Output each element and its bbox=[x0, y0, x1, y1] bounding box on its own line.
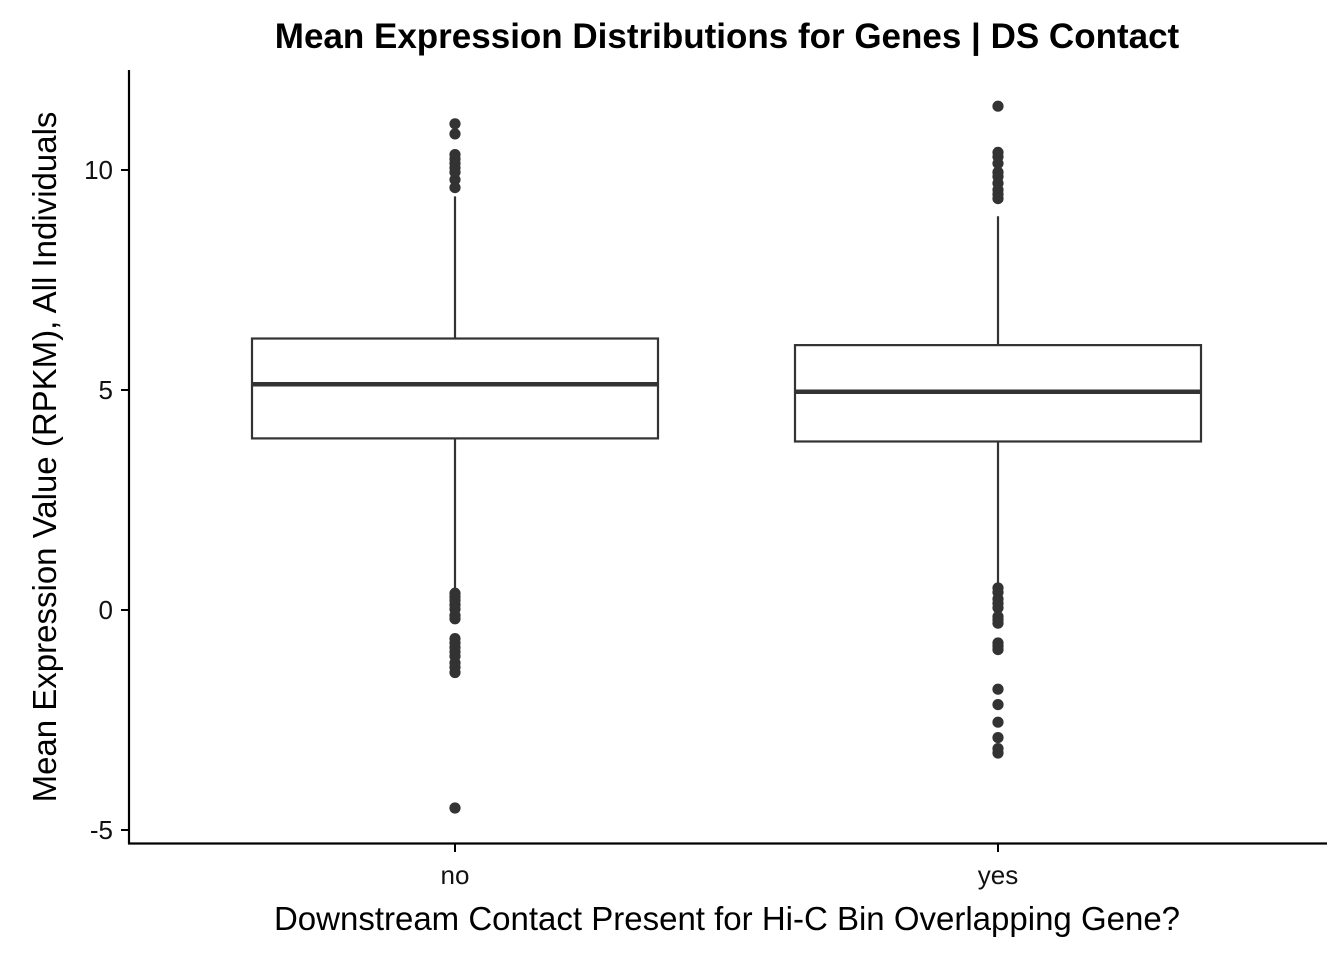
outlier-point bbox=[992, 617, 1004, 629]
box-group-no bbox=[250, 118, 660, 814]
outlier-point bbox=[992, 716, 1004, 728]
outlier-point bbox=[449, 182, 461, 194]
outlier-point bbox=[992, 747, 1004, 759]
chart-title: Mean Expression Distributions for Genes … bbox=[275, 17, 1180, 56]
outlier-point bbox=[992, 683, 1004, 695]
outlier-point bbox=[992, 732, 1004, 744]
outlier-point bbox=[449, 666, 461, 679]
y-axis-title: Mean Expression Value (RPKM), All Indivi… bbox=[26, 112, 63, 803]
outlier-point bbox=[992, 602, 1004, 614]
outlier-point bbox=[992, 100, 1004, 112]
box-iqr bbox=[250, 337, 660, 440]
y-axis-ticks: -5 0 5 10 bbox=[84, 155, 129, 845]
x-axis-title: Downstream Contact Present for Hi-C Bin … bbox=[274, 900, 1180, 937]
x-tick-label: no bbox=[441, 860, 470, 890]
y-tick-label: 0 bbox=[99, 595, 113, 625]
y-tick-label: 5 bbox=[99, 375, 113, 405]
outlier-point bbox=[449, 802, 461, 814]
plot-area bbox=[250, 100, 1203, 814]
outlier-point bbox=[992, 699, 1004, 711]
outlier-point bbox=[449, 118, 461, 130]
outlier-point bbox=[992, 193, 1004, 205]
x-tick-label: yes bbox=[978, 860, 1018, 890]
outlier-point bbox=[992, 157, 1004, 169]
box-group-yes bbox=[793, 100, 1203, 759]
x-axis-ticks: no yes bbox=[441, 844, 1018, 890]
outlier-point bbox=[449, 613, 461, 625]
y-tick-label: -5 bbox=[90, 815, 113, 845]
outlier-point bbox=[992, 644, 1004, 656]
outlier-point bbox=[449, 174, 461, 186]
y-tick-label: 10 bbox=[84, 155, 113, 185]
outlier-point bbox=[449, 128, 461, 140]
